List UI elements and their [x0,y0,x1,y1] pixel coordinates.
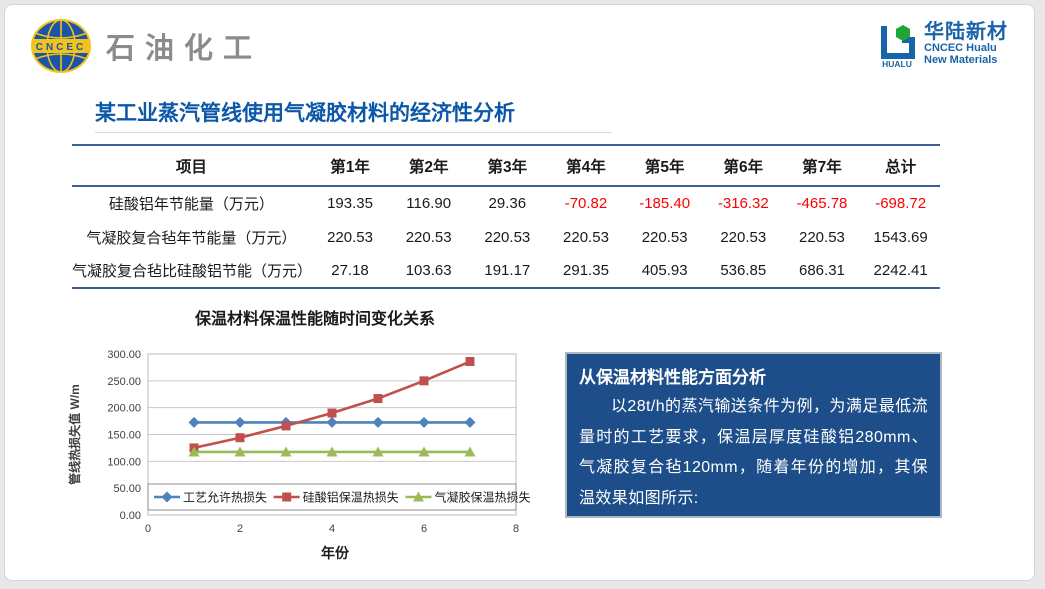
cell-value: 536.85 [720,262,767,279]
economics-table: 项目 第1年 第2年 第3年 第4年 第5年 第6年 第7年 总计硅酸铝年节能量（万元） 193.… [72,144,940,289]
column-header: 第5年 [625,145,704,187]
hualu-name-en1: CNCEC Hualu [924,42,997,54]
svg-text:2: 2 [237,523,243,535]
cell-value: -185.40 [639,195,691,212]
cell-value: 220.53 [484,228,531,246]
hualu-name-cn: 华陆新材 [924,21,1008,43]
cell-value: 29.36 [488,195,527,212]
svg-text:150.00: 150.00 [107,430,141,442]
svg-text:0.00: 0.00 [120,510,141,522]
table-header-row: 项目 第1年 第2年 第3年 第4年 第5年 第6年 第7年 总计 [72,145,940,187]
row-label: 气凝胶复合毡比硅酸铝节能（万元） [72,263,313,280]
column-header: 第3年 [468,145,547,187]
cell-value: 1543.69 [873,228,928,246]
cell-value: 193.35 [327,195,373,212]
info-box-body: 以28t/h的蒸汽输送条件为例，为满足最低流量时的工艺要求，保温层厚度硅酸铝28… [579,398,928,508]
hualu-icon-caption: HUALU [882,59,912,68]
cell-value: 220.53 [641,228,688,246]
column-header: 总计 [861,145,940,187]
svg-text:保温材料保温性能随时间变化关系: 保温材料保温性能随时间变化关系 [194,309,435,328]
cncec-logo: CNCEC 石油化工 [30,17,262,75]
cell-value: -70.82 [564,195,608,212]
cell-value: 405.93 [641,262,688,279]
cell-value: 291.35 [563,262,609,279]
svg-text:年份: 年份 [321,545,350,562]
column-header: 项目 [72,145,311,187]
cell-value: 220.53 [327,228,373,246]
hualu-icon: HUALU [881,25,915,68]
cell-value: 686.31 [799,262,845,279]
cell-value: 27.18 [331,262,369,279]
cell-value: 116.90 [406,195,452,212]
title-underline [95,132,612,133]
svg-text:200.00: 200.00 [107,403,141,415]
insulation-chart-svg: 300.00 250.00 200.00 150.00 100.00 50.00 0.00 0… [67,309,531,562]
table-row: 气凝胶复合毡年节能量（万元） 220.53 220.53 220.53 220.53 22… [72,220,940,254]
svg-text:8: 8 [513,523,519,535]
row-label: 气凝胶复合毡年节能量（万元） [86,229,297,247]
column-header: 第2年 [389,145,468,187]
column-header: 第4年 [546,145,626,187]
cell-value: -698.72 [875,195,927,212]
page-title: 某工业蒸汽管线使用气凝胶材料的经济性分析 [95,102,515,125]
svg-text:6: 6 [421,523,427,535]
table-row: 气凝胶复合毡比硅酸铝节能（万元） 27.18 103.63 191.17 291.35 4… [72,254,940,288]
cell-value: 220.53 [563,228,609,246]
cncec-globe-icon: CNCEC [31,19,91,73]
row-label: 硅酸铝年节能量（万元） [108,196,274,213]
cell-value: -465.78 [796,195,848,212]
cell-value: -316.32 [717,195,769,212]
svg-text:250.00: 250.00 [107,376,141,388]
svg-text:100.00: 100.00 [107,456,141,468]
svg-text:300.00: 300.00 [107,349,141,361]
info-box-heading: 从保温材料性能方面分析 [579,368,766,387]
hualu-name-en2: New Materials [924,53,998,66]
cell-value: 191.17 [484,262,531,279]
svg-text:硅酸铝保温热损失: 硅酸铝保温热损失 [303,489,399,504]
cell-value: 220.53 [720,228,767,246]
table-row: 硅酸铝年节能量（万元） 193.35 116.90 29.36 -70.82 -185.4… [72,186,940,220]
hualu-logo: HUALU 华陆新材 CNCEC Hualu New Materials [876,22,1008,68]
svg-text:50.00: 50.00 [113,483,141,495]
column-header: 第6年 [703,145,783,187]
cell-value: 220.53 [799,228,845,246]
column-header: 第7年 [782,145,862,187]
analysis-info-box: 从保温材料性能方面分析 以28t/h的蒸汽输送条件为例，为满足最低流量时的工艺要… [565,352,942,518]
svg-text:4: 4 [329,523,335,535]
cell-value: 103.63 [405,262,452,279]
cell-value: 2242.41 [873,262,928,279]
svg-text:管线热损失值 W/m: 管线热损失值 W/m [67,384,82,485]
petrochemical-brand-text: 石油化工 [106,33,263,65]
svg-text:0: 0 [145,523,151,535]
column-header: 第1年 [310,145,390,187]
svg-text:CNCEC: CNCEC [36,42,87,53]
insulation-performance-chart: 300.00 250.00 200.00 150.00 100.00 50.00 0.00 0… [65,308,543,570]
svg-text:气凝胶保温热损失: 气凝胶保温热损失 [435,489,531,504]
svg-text:工艺允许热损失: 工艺允许热损失 [183,489,267,504]
cell-value: 220.53 [405,228,452,246]
